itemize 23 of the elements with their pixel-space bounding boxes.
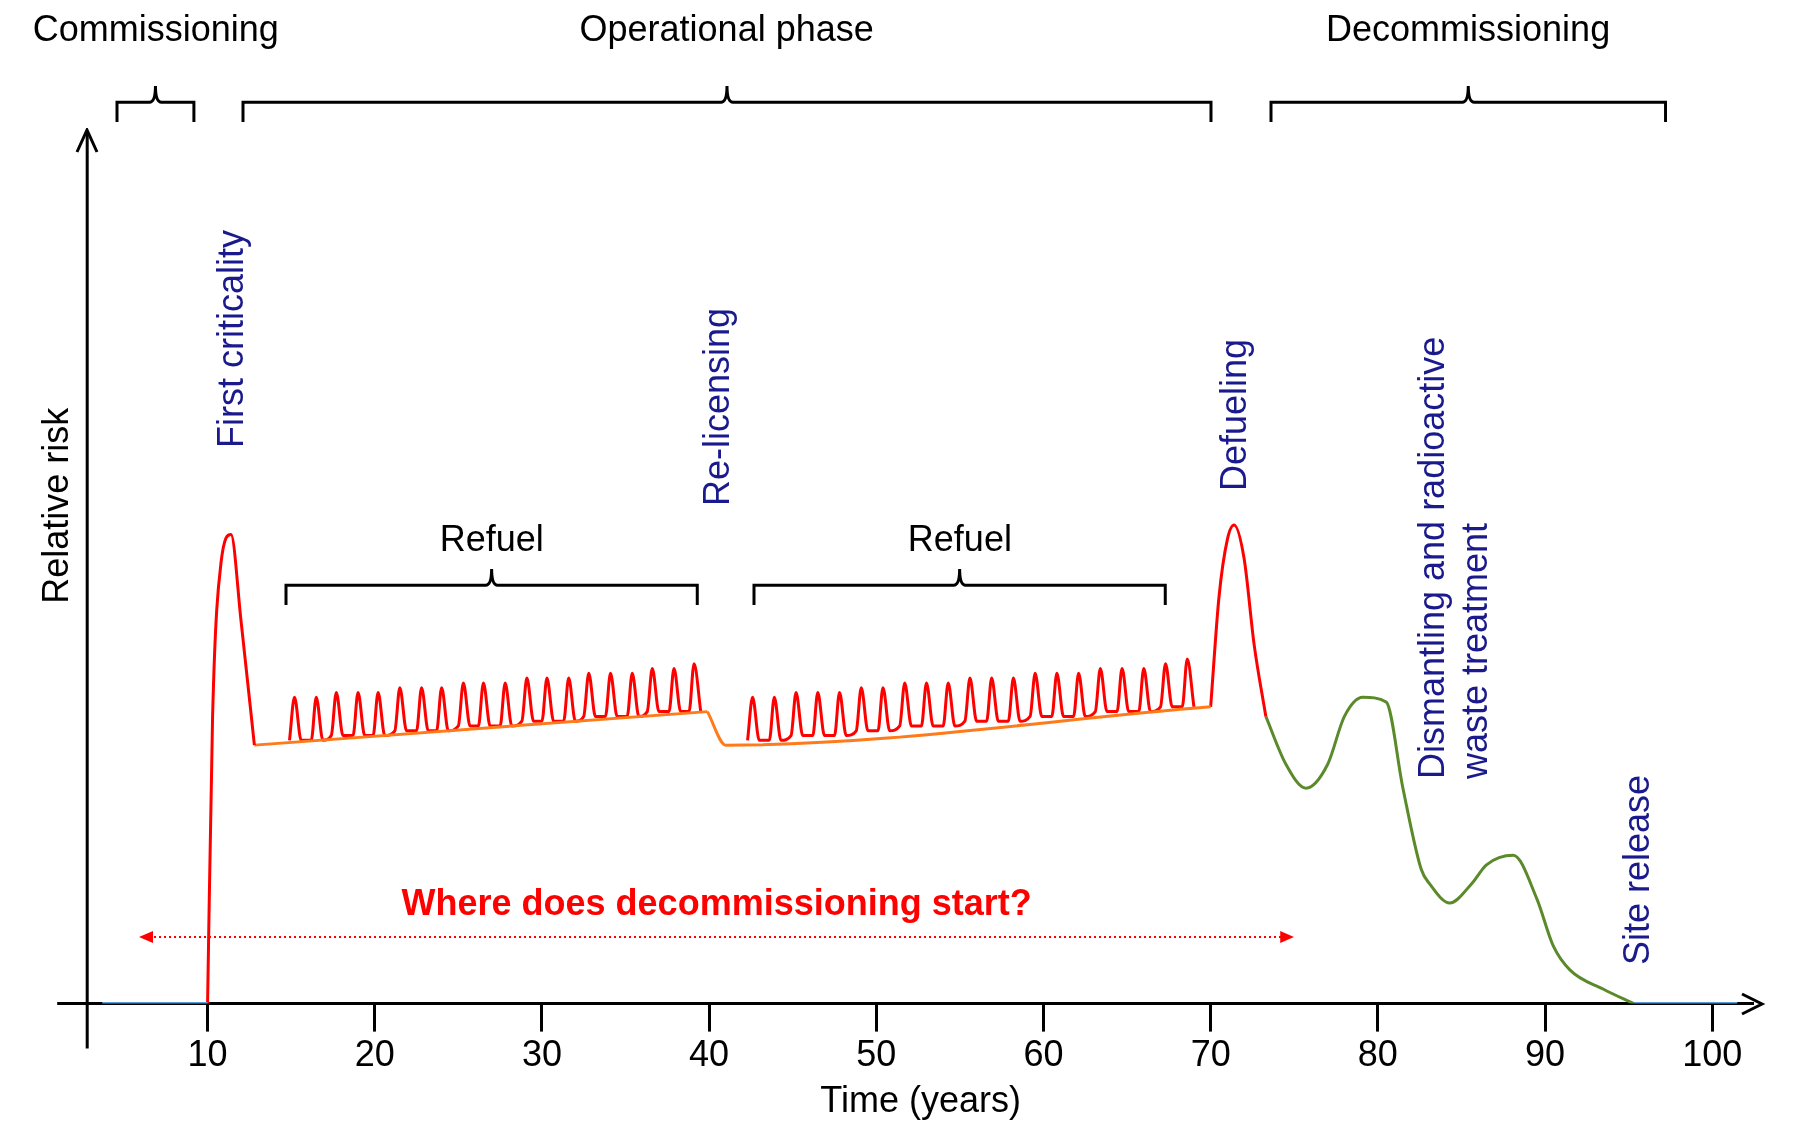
x-tick-label: 20 — [354, 1033, 395, 1075]
x-tick-label: 30 — [521, 1033, 562, 1075]
text: Decommissioning — [1326, 8, 1611, 50]
text: First criticality — [209, 230, 253, 449]
x-tick-label: 70 — [1190, 1033, 1231, 1075]
x-tick-label: 50 — [856, 1033, 897, 1075]
annotation: Where does decommissioning start? — [401, 882, 1032, 925]
x-tick-label: 90 — [1525, 1033, 1566, 1075]
x-tick-label: 100 — [1682, 1033, 1743, 1075]
x-tick-label: 10 — [187, 1033, 228, 1075]
text: Commissioning — [32, 8, 279, 50]
annotation: Refuel — [907, 518, 1012, 561]
text: Re-licensing — [695, 307, 739, 506]
annotation: Dismantling and radioactive waste treatment — [1409, 335, 1497, 779]
x-tick-label: 80 — [1357, 1033, 1398, 1075]
x-tick-label: 60 — [1023, 1033, 1064, 1075]
y-axis-title: Relative risk — [34, 406, 76, 604]
text: Operational phase — [579, 8, 874, 50]
x-tick-label: 40 — [689, 1033, 730, 1075]
text: Defueling — [1212, 339, 1256, 492]
x-axis-title: Time (years) — [820, 1079, 1021, 1121]
annotation: Site release — [1615, 775, 1659, 966]
annotation: Refuel — [439, 518, 544, 561]
